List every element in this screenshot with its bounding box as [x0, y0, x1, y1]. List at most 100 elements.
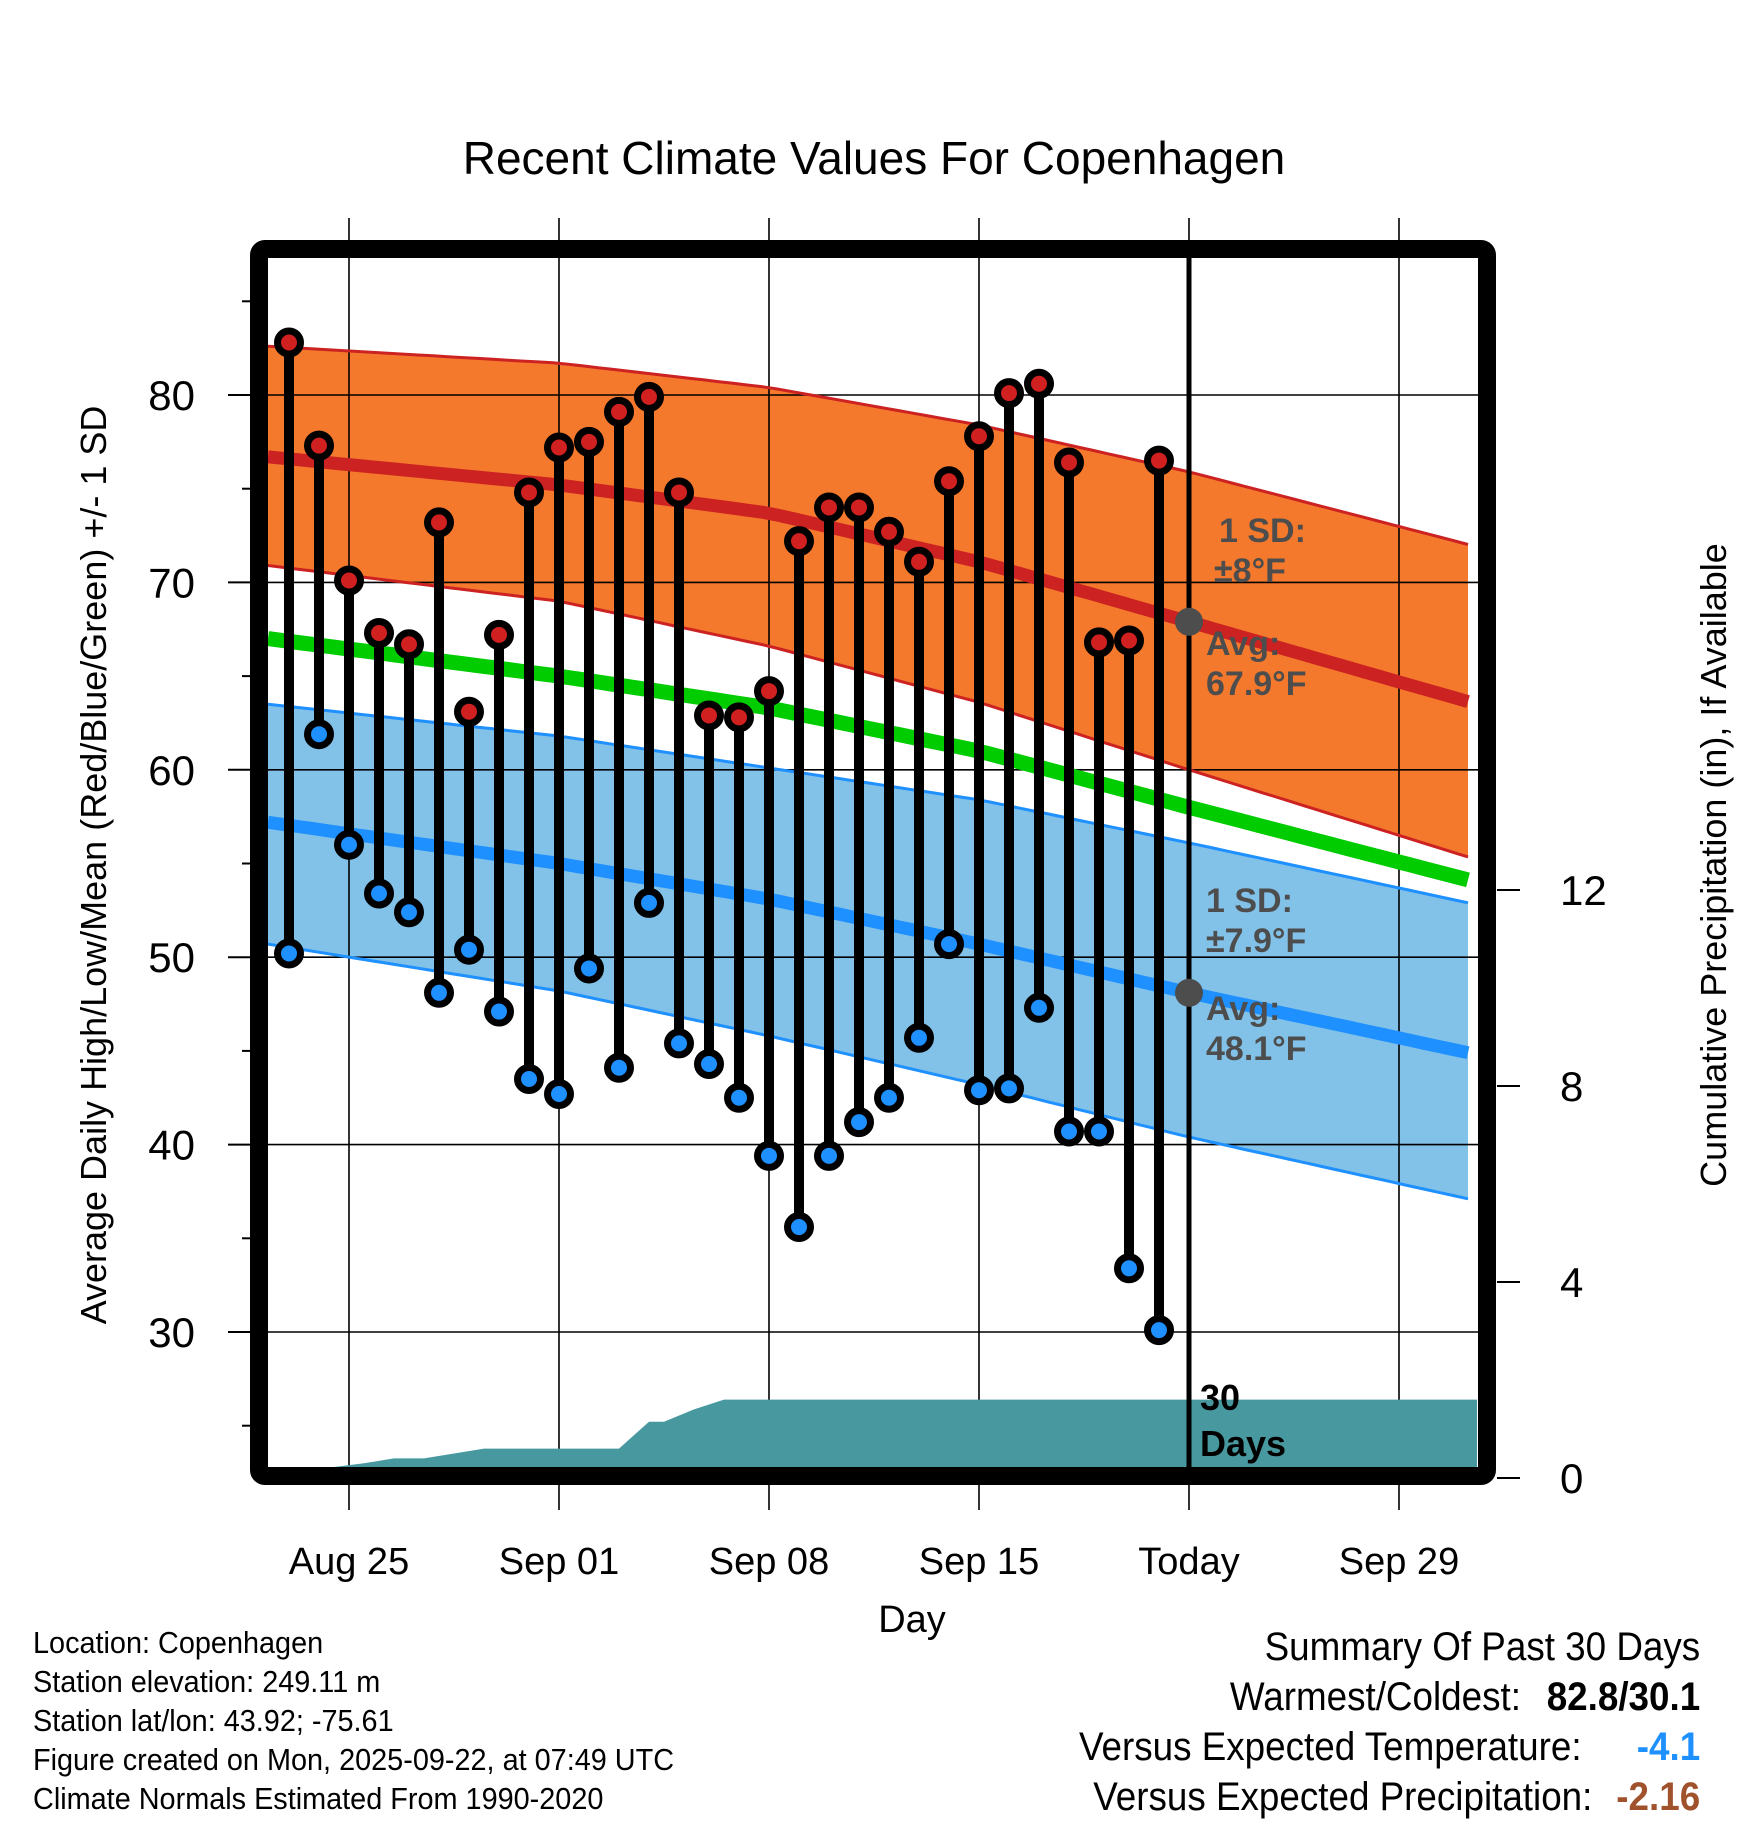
summary-precip-anomaly: Versus Expected Precipitation: -2.16 [1079, 1772, 1700, 1822]
y-axis-label: Average Daily High/Low/Mean (Red/Blue/Gr… [73, 406, 114, 1325]
daily-low-point [724, 1082, 754, 1113]
window-unit-label: Days [1200, 1423, 1286, 1464]
daily-high-point [394, 629, 424, 660]
high-avg-value: 67.9°F [1206, 665, 1307, 703]
today-low-normal-marker [1175, 978, 1203, 1007]
station-info: Location: Copenhagen Station elevation: … [33, 1623, 722, 1818]
daily-high-point [664, 477, 694, 508]
low-lower-sd-line [268, 942, 1469, 1201]
daily-low-point [1054, 1116, 1084, 1147]
average-mean-line [268, 631, 1470, 888]
warmest-coldest-label: Warmest/Coldest: [1229, 1675, 1521, 1719]
precipitation-layer [268, 1399, 1477, 1467]
temp-anomaly-label: Versus Expected Temperature: [1078, 1725, 1582, 1769]
daily-high-point [634, 381, 664, 412]
x-tick-label: Sep 29 [1339, 1541, 1459, 1583]
annotations-layer: 1 SD: ±8°F Avg: 67.9°F 1 SD: ±7.9°F Avg:… [1175, 512, 1307, 1464]
daily-high-point [814, 492, 844, 523]
high-upper-sd-line [268, 344, 1469, 546]
daily-high-point [754, 676, 784, 707]
precip-anomaly-value: -2.16 [1616, 1775, 1700, 1819]
daily-low-point [1144, 1315, 1174, 1346]
y2-tick-label: 0 [1560, 1455, 1583, 1502]
daily-low-point [814, 1140, 844, 1171]
daily-high-point [544, 432, 574, 463]
y2-axis-label: Cumulative Precipitation (in), If Availa… [1693, 543, 1734, 1187]
x-tick-label: Sep 08 [709, 1541, 829, 1583]
daily-high-point [1054, 447, 1084, 478]
high-lower-sd-line [268, 564, 1469, 859]
normals-period-text: Climate Normals Estimated From 1990-2020 [33, 1781, 604, 1816]
precipitation-area [268, 1399, 1477, 1467]
high-sd-value: ±8°F [1214, 552, 1286, 590]
y2-tick-label: 12 [1560, 867, 1607, 914]
low-sd-band [268, 704, 1468, 1199]
latlon-text: Station lat/lon: 43.92; -75.61 [33, 1703, 394, 1738]
y-tick-label: 80 [148, 372, 195, 419]
daily-high-point [484, 619, 514, 650]
daily-low-point [754, 1140, 784, 1171]
daily-low-point [574, 953, 604, 984]
daily-low-point [664, 1028, 694, 1059]
daily-high-point [1114, 625, 1144, 656]
daily-low-point [604, 1052, 634, 1083]
x-axis-label: Day [878, 1599, 946, 1641]
y2-tick-label: 8 [1560, 1063, 1583, 1110]
daily-high-point [844, 492, 874, 523]
location-text: Location: Copenhagen [33, 1625, 324, 1660]
daily-high-point [694, 700, 724, 731]
x-tick-label: Sep 15 [919, 1541, 1039, 1583]
elevation-text: Station elevation: 249.11 m [33, 1664, 381, 1699]
daily-low-point [964, 1075, 994, 1106]
y2-tick-label: 4 [1560, 1259, 1583, 1306]
summary-warmest-coldest: Warmest/Coldest: 82.8/30.1 [1079, 1672, 1700, 1722]
daily-high-point [934, 466, 964, 497]
high-avg-label: Avg: [1206, 625, 1280, 663]
daily-high-point [784, 526, 814, 557]
daily-low-point [274, 938, 304, 969]
high-sd-label: 1 SD: [1219, 512, 1306, 550]
x-tick-label: Today [1138, 1541, 1239, 1583]
today-high-normal-marker [1175, 607, 1203, 636]
daily-low-point [1114, 1253, 1144, 1284]
daily-high-point [904, 546, 934, 577]
daily-low-point [424, 977, 454, 1008]
high-sd-band [268, 346, 1468, 857]
daily-high-point [334, 565, 364, 596]
daily-high-point [1144, 445, 1174, 476]
daily-high-point [964, 421, 994, 452]
daily-low-point [694, 1049, 724, 1080]
daily-low-point [874, 1082, 904, 1113]
daily-low-point [454, 934, 484, 965]
created-text: Figure created on Mon, 2025-09-22, at 07… [33, 1742, 675, 1777]
y-tick-label: 50 [148, 934, 195, 981]
daily-high-point [1084, 627, 1114, 658]
window-count-label: 30 [1200, 1377, 1240, 1418]
daily-low-point [544, 1079, 574, 1110]
daily-high-point [1024, 368, 1054, 399]
daily-low-point [394, 897, 424, 928]
daily-high-point [424, 507, 454, 538]
daily-high-point [514, 477, 544, 508]
x-tick-label: Aug 25 [289, 1541, 409, 1583]
daily-low-point [304, 719, 334, 750]
warmest-coldest-value: 82.8/30.1 [1546, 1675, 1700, 1719]
daily-low-point [1024, 992, 1054, 1023]
summary-temp-anomaly: Versus Expected Temperature: -4.1 [1079, 1722, 1700, 1772]
daily-high-point [304, 430, 334, 461]
daily-stems-layer [274, 327, 1174, 1346]
precip-anomaly-label: Versus Expected Precipitation: [1093, 1775, 1593, 1819]
daily-high-point [274, 327, 304, 358]
low-sd-value: ±7.9°F [1206, 922, 1306, 960]
daily-high-point [604, 396, 634, 427]
daily-low-point [784, 1212, 814, 1243]
daily-high-point [994, 378, 1024, 409]
low-avg-label: Avg: [1206, 990, 1280, 1028]
low-sd-label: 1 SD: [1206, 882, 1293, 920]
y-tick-label: 40 [148, 1122, 195, 1169]
y-tick-label: 70 [148, 559, 195, 606]
daily-low-point [934, 929, 964, 960]
daily-high-point [364, 617, 394, 648]
